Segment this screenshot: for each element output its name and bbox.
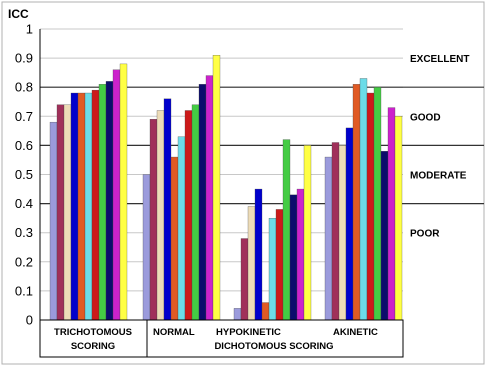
- bar: [289, 194, 298, 321]
- bar: [338, 145, 347, 321]
- y-tick-labels: 0 0.1 0.2 0.3 0.4 0.5 0.6 0.7 0.8 0.9 1: [15, 22, 33, 328]
- bar: [184, 110, 193, 321]
- band-label: EXCELLENT: [410, 54, 469, 65]
- bar: [359, 78, 368, 321]
- bars: [49, 55, 403, 321]
- bar: [105, 81, 114, 321]
- y-tick-label: 0.5: [15, 167, 33, 182]
- bar: [112, 69, 121, 321]
- bar: [98, 84, 107, 321]
- category-label-akinetic: AKINETIC: [333, 327, 378, 338]
- bar: [170, 156, 179, 321]
- bar: [324, 156, 333, 321]
- bar: [63, 104, 72, 321]
- category-table-border: [39, 319, 404, 358]
- category-label-trichotomous-line1: TRICHOTOMOUS: [54, 327, 132, 338]
- band-label: POOR: [410, 229, 440, 240]
- bar: [191, 104, 200, 321]
- bar: [331, 142, 340, 321]
- bar: [345, 127, 354, 321]
- bar: [77, 92, 86, 321]
- bar: [198, 84, 207, 321]
- category-label-trichotomous-line2: SCORING: [71, 341, 115, 352]
- y-tick-label: 0: [26, 313, 33, 328]
- bar: [233, 308, 242, 321]
- y-tick-label: 0.8: [15, 80, 33, 95]
- bar: [84, 92, 93, 321]
- bar: [268, 217, 277, 321]
- bar: [142, 174, 151, 321]
- bar: [380, 151, 389, 321]
- bar: [49, 121, 58, 321]
- bar: [373, 87, 382, 321]
- category-group-label: DICHOTOMOUS SCORING: [214, 341, 333, 352]
- bar: [261, 302, 270, 321]
- band-labels: EXCELLENT GOOD MODERATE POOR: [410, 54, 469, 240]
- category-table: TRICHOTOMOUS SCORING NORMAL HYPOKINETIC …: [39, 319, 404, 358]
- y-tick-label: 0.7: [15, 109, 33, 124]
- bar: [366, 92, 375, 321]
- y-tick-label: 0.4: [15, 196, 33, 211]
- category-label-hypokinetic: HYPOKINETIC: [216, 327, 281, 338]
- bar: [212, 55, 221, 321]
- y-tick-label: 0.1: [15, 283, 33, 298]
- bar: [282, 139, 291, 321]
- bar: [296, 188, 305, 321]
- bar: [205, 75, 214, 321]
- bar: [56, 104, 65, 321]
- bar: [240, 238, 249, 321]
- category-label-normal: NORMAL: [153, 327, 195, 338]
- bar: [394, 116, 403, 321]
- y-tick-label: 0.3: [15, 225, 33, 240]
- bar: [387, 107, 396, 321]
- bar: [91, 89, 100, 321]
- bar: [70, 92, 79, 321]
- y-tick-label: 0.6: [15, 138, 33, 153]
- y-axis-label: ICC: [8, 7, 29, 21]
- band-label: GOOD: [410, 112, 441, 123]
- bar: [177, 136, 186, 321]
- bar: [303, 145, 312, 321]
- y-tick-label: 0.2: [15, 254, 33, 269]
- bar: [352, 84, 361, 321]
- bar: [163, 98, 172, 321]
- bar: [254, 188, 263, 321]
- bar: [247, 206, 256, 321]
- y-tick-label: 1: [26, 22, 33, 37]
- y-tick-label: 0.9: [15, 51, 33, 66]
- bar: [119, 63, 128, 321]
- bar: [149, 119, 158, 321]
- bar: [156, 110, 165, 321]
- band-label: MODERATE: [410, 171, 467, 182]
- bar: [275, 209, 284, 321]
